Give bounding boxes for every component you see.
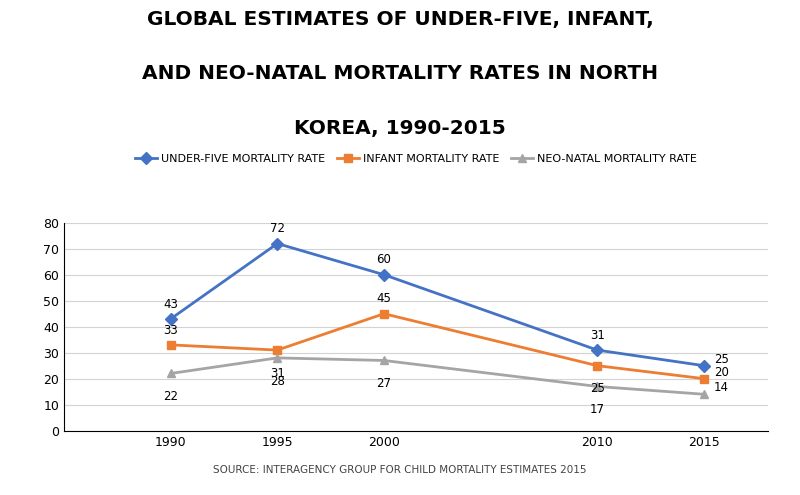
Text: 33: 33: [163, 324, 178, 337]
Text: 20: 20: [714, 366, 729, 379]
NEO-NATAL MORTALITY RATE: [166, 370, 175, 376]
UNDER-FIVE MORTALITY RATE: [699, 363, 709, 369]
Text: 72: 72: [270, 222, 285, 235]
Text: 45: 45: [377, 293, 391, 305]
NEO-NATAL MORTALITY RATE: [593, 384, 602, 390]
Text: 31: 31: [270, 367, 285, 380]
INFANT MORTALITY RATE: [593, 363, 602, 369]
Text: 25: 25: [590, 382, 605, 396]
UNDER-FIVE MORTALITY RATE: [379, 272, 389, 278]
Text: 60: 60: [377, 253, 391, 266]
NEO-NATAL MORTALITY RATE: [273, 355, 282, 361]
Line: UNDER-FIVE MORTALITY RATE: UNDER-FIVE MORTALITY RATE: [166, 240, 708, 370]
INFANT MORTALITY RATE: [273, 347, 282, 353]
Legend: UNDER-FIVE MORTALITY RATE, INFANT MORTALITY RATE, NEO-NATAL MORTALITY RATE: UNDER-FIVE MORTALITY RATE, INFANT MORTAL…: [130, 149, 702, 168]
Text: 43: 43: [163, 297, 178, 310]
Text: 31: 31: [590, 329, 605, 342]
Text: 27: 27: [377, 377, 391, 390]
Text: KOREA, 1990-2015: KOREA, 1990-2015: [294, 119, 506, 138]
Text: 28: 28: [270, 375, 285, 388]
INFANT MORTALITY RATE: [699, 376, 709, 382]
Text: SOURCE: INTERAGENCY GROUP FOR CHILD MORTALITY ESTIMATES 2015: SOURCE: INTERAGENCY GROUP FOR CHILD MORT…: [214, 465, 586, 475]
INFANT MORTALITY RATE: [166, 342, 175, 348]
Text: 22: 22: [163, 390, 178, 403]
UNDER-FIVE MORTALITY RATE: [166, 316, 175, 322]
Text: 17: 17: [590, 403, 605, 416]
NEO-NATAL MORTALITY RATE: [379, 357, 389, 363]
Text: AND NEO-NATAL MORTALITY RATES IN NORTH: AND NEO-NATAL MORTALITY RATES IN NORTH: [142, 64, 658, 83]
Text: GLOBAL ESTIMATES OF UNDER-FIVE, INFANT,: GLOBAL ESTIMATES OF UNDER-FIVE, INFANT,: [146, 10, 654, 29]
NEO-NATAL MORTALITY RATE: [699, 391, 709, 397]
UNDER-FIVE MORTALITY RATE: [273, 241, 282, 247]
Text: 14: 14: [714, 381, 729, 394]
Line: INFANT MORTALITY RATE: INFANT MORTALITY RATE: [166, 309, 708, 383]
INFANT MORTALITY RATE: [379, 311, 389, 317]
Line: NEO-NATAL MORTALITY RATE: NEO-NATAL MORTALITY RATE: [166, 354, 708, 398]
UNDER-FIVE MORTALITY RATE: [593, 347, 602, 353]
Text: 25: 25: [714, 352, 729, 366]
